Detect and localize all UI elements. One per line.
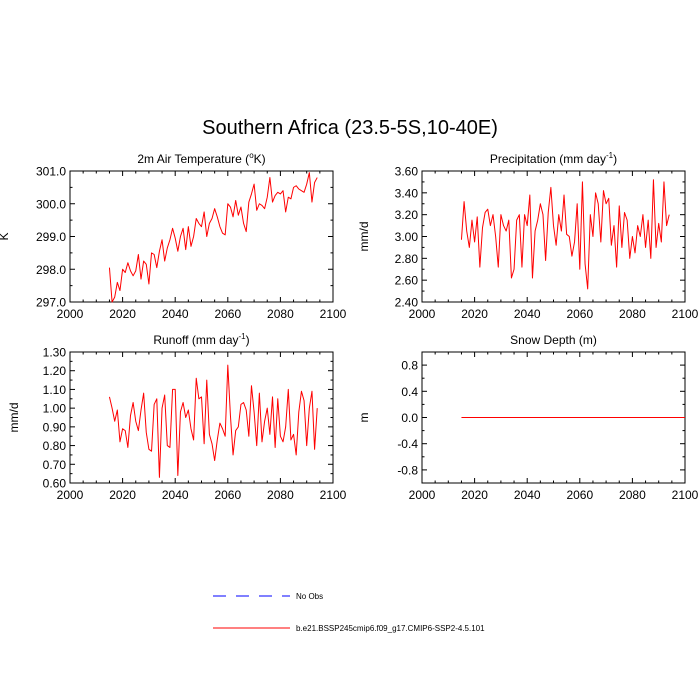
x-tick-label: 2020 [461, 307, 488, 321]
x-tick-label: 2080 [267, 307, 294, 321]
x-tick-label: 2080 [619, 307, 646, 321]
y-axis-label: mm/d [357, 222, 371, 252]
panel-title-superscript: o [249, 151, 254, 160]
panel-title: 2m Air Temperature (oK) [137, 151, 265, 166]
x-tick-label: 2080 [267, 488, 294, 502]
series-line-1 [108, 364, 318, 478]
y-tick-label: 297.0 [36, 296, 66, 310]
chart-panel-2: Precipitation (mm day-1) mm/d 2000 2020 2040… [357, 151, 699, 321]
panel-title-main: 2m Air Temperature ( [137, 152, 249, 166]
panel-title-main: Snow Depth (m) [510, 333, 597, 347]
panel-title-superscript: -1 [606, 151, 614, 160]
series-line-1 [108, 172, 318, 303]
y-tick-label: 0.0 [401, 411, 418, 425]
x-tick-label: 2040 [514, 488, 541, 502]
x-tick-label: 2040 [514, 307, 541, 321]
y-tick-label: 0.60 [43, 477, 67, 491]
y-tick-label: 1.30 [43, 346, 67, 360]
x-tick-label: 2020 [109, 307, 136, 321]
y-tick-label: 0.4 [401, 385, 418, 399]
x-tick-label: 2100 [672, 307, 699, 321]
y-tick-label: 2.80 [395, 252, 419, 266]
panel-title-end: ) [246, 333, 250, 347]
y-axis-label: m [357, 413, 371, 423]
y-tick-label: -0.4 [397, 437, 418, 451]
panel-title-end: ) [613, 152, 617, 166]
panel-title-superscript: -1 [239, 332, 247, 341]
x-tick-label: 2100 [672, 488, 699, 502]
y-tick-label: 2.40 [395, 296, 419, 310]
y-tick-label: 3.20 [395, 208, 419, 222]
y-tick-label: 0.8 [401, 359, 418, 373]
x-tick-label: 2060 [566, 488, 593, 502]
chart-panel-4: Snow Depth (m) m 2000 2020 2040 2060 2080 2100 -… [357, 333, 699, 502]
y-tick-label: 3.40 [395, 186, 419, 200]
x-tick-label: 2000 [57, 488, 84, 502]
legend-label-no-obs: No Obs [296, 592, 323, 601]
panel-title-main: Runoff (mm day [153, 333, 238, 347]
y-tick-label: 1.00 [43, 402, 67, 416]
series-line-1 [460, 179, 670, 290]
y-tick-label: -0.8 [397, 463, 418, 477]
x-tick-label: 2020 [461, 488, 488, 502]
y-axis-label: mm/d [7, 403, 21, 433]
y-tick-label: 298.0 [36, 263, 66, 277]
y-tick-label: 301.0 [36, 165, 66, 179]
panel-title: Precipitation (mm day-1) [490, 151, 617, 166]
panel-title-end: K) [254, 152, 266, 166]
y-tick-label: 299.0 [36, 230, 66, 244]
y-axis-label: K [0, 232, 11, 240]
y-tick-label: 3.00 [395, 230, 419, 244]
x-tick-label: 2100 [320, 488, 347, 502]
x-tick-label: 2000 [57, 307, 84, 321]
y-tick-label: 0.70 [43, 458, 67, 472]
chart-panel-3: Runoff (mm day-1) mm/d 2000 2020 2040 2060 208… [7, 332, 347, 502]
x-tick-label: 2060 [214, 488, 241, 502]
x-tick-label: 2060 [566, 307, 593, 321]
y-tick-label: 3.60 [395, 165, 419, 179]
chart-panels: 2m Air Temperature (oK) K 2000 2020 2040 2060… [0, 151, 699, 502]
plot-frame [69, 351, 334, 484]
x-tick-label: 2040 [162, 307, 189, 321]
y-tick-label: 1.20 [43, 364, 67, 378]
x-tick-label: 2040 [162, 488, 189, 502]
y-tick-label: 2.60 [395, 274, 419, 288]
y-tick-label: 300.0 [36, 197, 66, 211]
x-tick-label: 2080 [619, 488, 646, 502]
plot-frame [69, 170, 334, 303]
y-tick-label: 0.90 [43, 420, 67, 434]
chart-panel-1: 2m Air Temperature (oK) K 2000 2020 2040 2060… [0, 151, 347, 321]
legend: No Obs b.e21.BSSP245cmip6.f09_g17.CMIP6-… [213, 592, 485, 633]
x-tick-label: 2000 [409, 307, 436, 321]
panel-title: Snow Depth (m) [510, 333, 597, 347]
x-tick-label: 2100 [320, 307, 347, 321]
legend-label-model-run: b.e21.BSSP245cmip6.f09_g17.CMIP6-SSP2-4.… [296, 624, 485, 633]
y-tick-label: 0.80 [43, 439, 67, 453]
panel-title-main: Precipitation (mm day [490, 152, 606, 166]
y-tick-label: 1.10 [43, 383, 67, 397]
figure-title: Southern Africa (23.5-5S,10-40E) [202, 117, 498, 139]
x-tick-label: 2060 [214, 307, 241, 321]
x-tick-label: 2000 [409, 488, 436, 502]
x-tick-label: 2020 [109, 488, 136, 502]
panel-title: Runoff (mm day-1) [153, 332, 249, 347]
